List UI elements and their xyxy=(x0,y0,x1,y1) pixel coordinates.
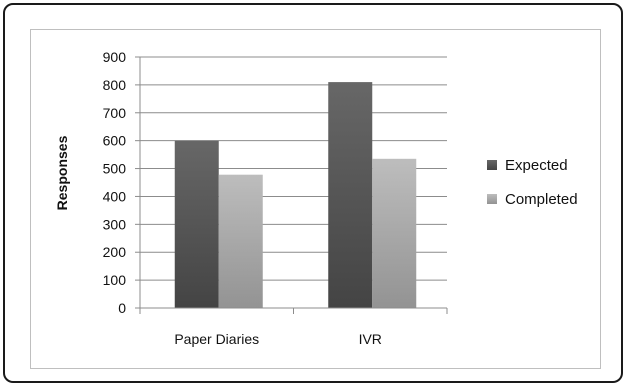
y-tick-label: 700 xyxy=(103,105,127,121)
legend: Expected Completed xyxy=(487,157,578,208)
legend-label-expected: Expected xyxy=(505,157,568,174)
y-tick-labels: 0 100 200 300 400 500 600 700 800 900 xyxy=(103,49,127,316)
bar-expected-0 xyxy=(174,140,219,308)
legend-swatch-completed xyxy=(487,194,497,204)
y-tick-label: 100 xyxy=(103,272,127,288)
x-tick-labels: Paper Diaries IVR xyxy=(174,331,382,347)
y-tick-label: 300 xyxy=(103,216,127,232)
y-tick-label: 800 xyxy=(103,77,127,93)
bar-expected-1 xyxy=(328,82,373,308)
y-tick-label: 0 xyxy=(118,300,126,316)
bar-chart: 0 100 200 300 400 500 600 700 800 900 Paper Diari… xyxy=(54,49,578,347)
legend-label-completed: Completed xyxy=(505,191,578,208)
y-axis-title: Responses xyxy=(54,135,70,210)
y-tick-label: 200 xyxy=(103,244,127,260)
y-tick-label: 900 xyxy=(103,49,127,65)
y-tick-label: 500 xyxy=(103,161,127,177)
y-tick-label: 600 xyxy=(103,133,127,149)
legend-swatch-expected xyxy=(487,160,497,170)
bar-completed-0 xyxy=(218,174,263,308)
y-tick-label: 400 xyxy=(103,188,127,204)
x-tick-label: Paper Diaries xyxy=(174,331,259,347)
axes xyxy=(135,56,448,314)
bar-completed-1 xyxy=(372,158,417,308)
x-tick-label: IVR xyxy=(359,331,382,347)
bars xyxy=(174,82,417,308)
